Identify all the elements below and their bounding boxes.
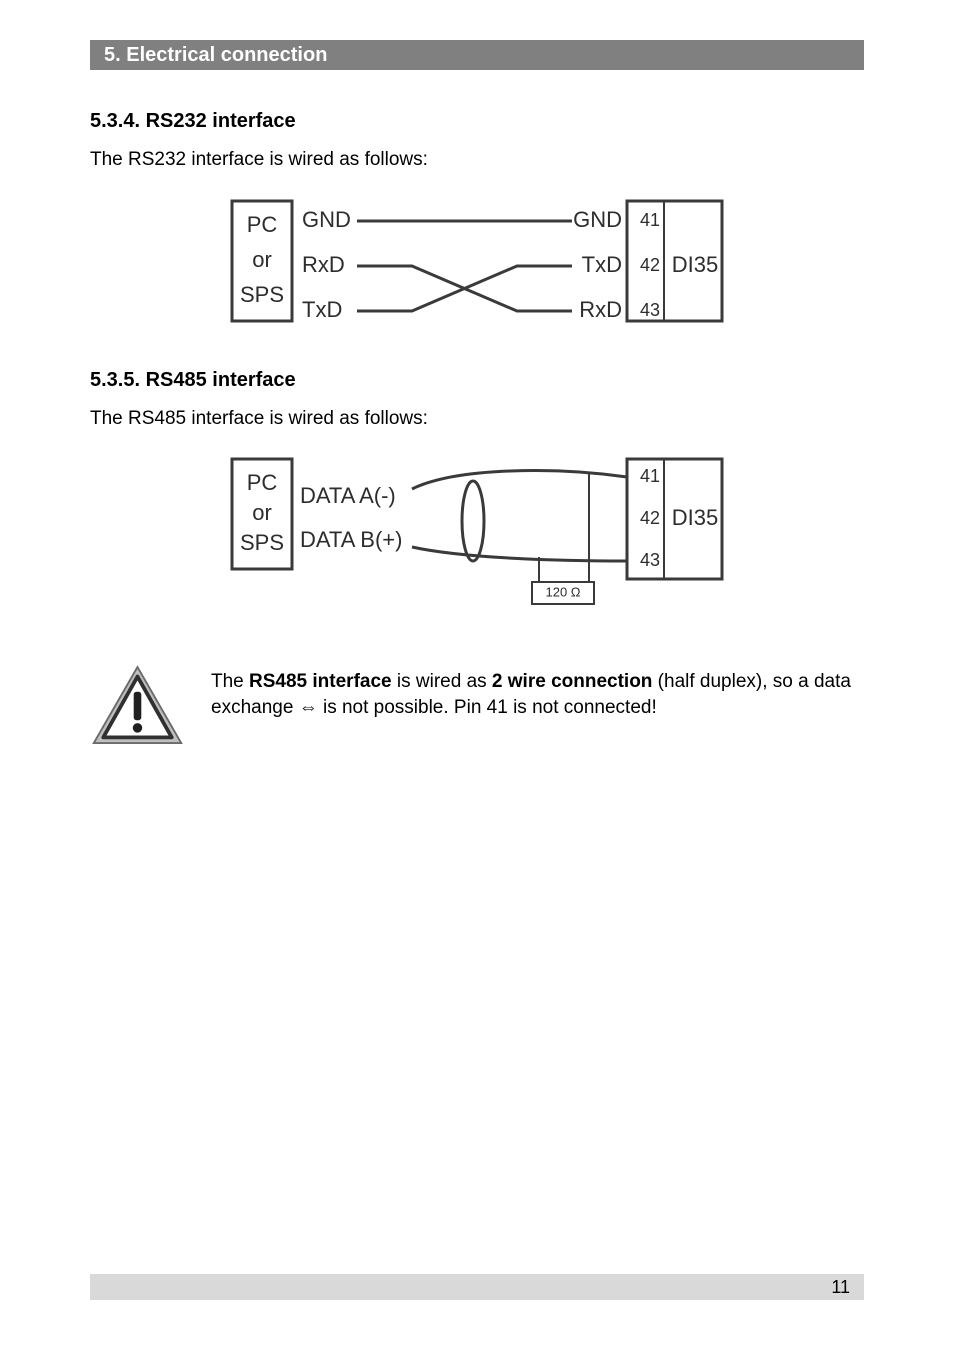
svg-text:TxD: TxD xyxy=(302,296,342,321)
svg-text:43: 43 xyxy=(640,299,660,319)
page-number: 11 xyxy=(831,1277,850,1298)
header-bar: 5. Electrical connection xyxy=(90,40,864,70)
svg-text:DATA B(+): DATA B(+) xyxy=(300,527,402,552)
svg-text:SPS: SPS xyxy=(240,281,284,306)
warning-triangle-icon xyxy=(90,663,185,749)
svg-text:DATA A(-): DATA A(-) xyxy=(300,483,396,508)
rs232-diagram: PC or SPS GND RxD TxD GND TxD RxD 41 42 43 DI35 xyxy=(90,191,864,341)
svg-text:TxD: TxD xyxy=(582,251,622,276)
svg-text:41: 41 xyxy=(640,466,660,486)
rs232-heading: 5.3.4. RS232 interface xyxy=(90,110,864,133)
svg-text:GND: GND xyxy=(302,206,351,231)
caution-b1: RS485 interface xyxy=(249,671,392,692)
svg-text:42: 42 xyxy=(640,508,660,528)
rs485-intro: The RS485 interface is wired as follows: xyxy=(90,406,864,432)
svg-text:or: or xyxy=(252,500,272,525)
svg-text:43: 43 xyxy=(640,550,660,570)
svg-text:GND: GND xyxy=(573,206,622,231)
rs485-heading: 5.3.5. RS485 interface xyxy=(90,369,864,392)
svg-text:RxD: RxD xyxy=(302,251,345,276)
rs232-intro: The RS232 interface is wired as follows: xyxy=(90,147,864,173)
svg-text:PC: PC xyxy=(247,470,278,495)
svg-text:RxD: RxD xyxy=(579,296,622,321)
double-arrow-icon: ⇔ xyxy=(299,697,318,718)
svg-text:120 Ω: 120 Ω xyxy=(545,585,580,600)
svg-text:DI35: DI35 xyxy=(672,251,718,276)
svg-text:PC: PC xyxy=(247,211,278,236)
svg-text:or: or xyxy=(252,246,272,271)
svg-text:41: 41 xyxy=(640,209,660,229)
caution-b2: 2 wire connection xyxy=(492,671,652,692)
header-title: 5. Electrical connection xyxy=(104,44,327,67)
caution: The RS485 interface is wired as 2 wire c… xyxy=(90,663,864,754)
caution-mid1: is wired as xyxy=(392,671,492,692)
caution-text: The RS485 interface is wired as 2 wire c… xyxy=(211,663,864,720)
footer-bar: 11 xyxy=(90,1274,864,1300)
caution-pre: The xyxy=(211,671,249,692)
svg-text:DI35: DI35 xyxy=(672,505,718,530)
rs485-diagram: PC or SPS DATA A(-) DATA B(+) 41 42 43 DI35 120 Ω xyxy=(90,449,864,619)
svg-text:42: 42 xyxy=(640,254,660,274)
caution-tail: is not possible. Pin 41 is not connected… xyxy=(318,697,657,718)
svg-text:SPS: SPS xyxy=(240,530,284,555)
